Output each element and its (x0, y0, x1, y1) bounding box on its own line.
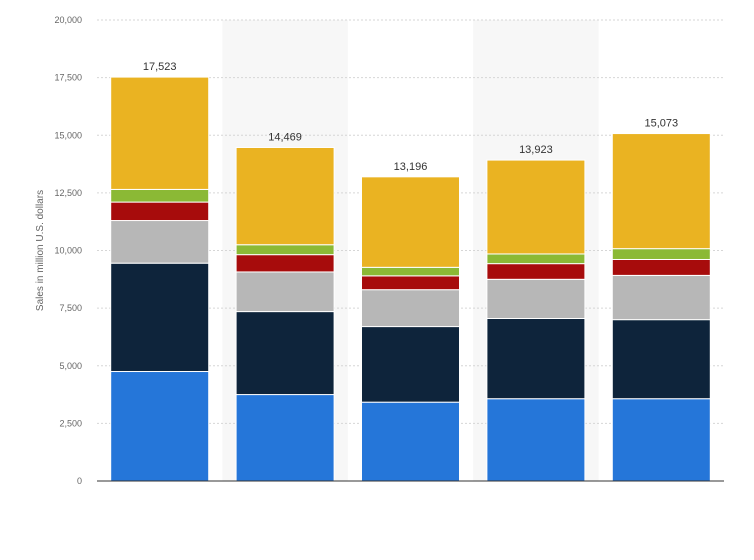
total-labels: 17,523 14,469 13,196 13,923 15,073 (143, 61, 678, 173)
bars (110, 76, 711, 482)
bar-segment-3 (361, 289, 460, 328)
bar-segment-3 (110, 220, 210, 264)
bar-segment-6 (486, 159, 586, 255)
y-tick-label: 17,500 (54, 73, 82, 83)
bar-segment-6 (611, 133, 711, 250)
y-axis-ticks: 0 2,500 5,000 7,500 10,000 12,500 15,000 17,500… (54, 15, 82, 486)
bar-segment-5 (486, 253, 586, 265)
y-tick-label: 5,000 (59, 361, 82, 371)
y-tick-label: 15,000 (54, 130, 82, 140)
bar-segment-1 (235, 394, 335, 482)
bar-segment-3 (611, 274, 711, 321)
bar-total-label: 13,196 (394, 161, 428, 173)
bar-segment-6 (235, 146, 335, 246)
y-tick-label: 2,500 (59, 418, 82, 428)
bar-segment-4 (486, 263, 586, 280)
y-axis-title: Sales in million U.S. dollars (35, 190, 46, 311)
y-tick-label: 0 (77, 476, 82, 486)
bar-segment-5 (235, 244, 335, 256)
y-tick-label: 10,000 (54, 246, 82, 256)
y-tick-label: 7,500 (59, 303, 82, 313)
bar-segment-3 (486, 278, 586, 319)
bar-segment-4 (235, 254, 335, 273)
bar-segment-2 (110, 262, 210, 373)
bar-segment-2 (611, 319, 711, 400)
bar-segment-4 (361, 275, 460, 291)
bar-segment-2 (361, 326, 460, 403)
bar-segment-1 (361, 401, 460, 482)
bar-segment-4 (110, 201, 210, 222)
bar-segment-5 (110, 188, 210, 203)
bar-segment-1 (486, 398, 586, 482)
bar-segment-5 (361, 266, 460, 277)
bar-segment-4 (611, 258, 711, 276)
bar-total-label: 17,523 (143, 61, 177, 73)
y-tick-label: 12,500 (54, 188, 82, 198)
bar-segment-2 (486, 317, 586, 400)
bar-segment-6 (361, 176, 460, 268)
bar-segment-1 (110, 371, 210, 482)
bar-segment-1 (611, 398, 711, 482)
bar-segment-5 (611, 248, 711, 260)
bar-total-label: 13,923 (519, 144, 553, 156)
bar-segment-2 (235, 311, 335, 396)
bar-segment-3 (235, 271, 335, 313)
bar-total-label: 14,469 (268, 131, 302, 143)
bar-segment-6 (110, 76, 210, 190)
y-tick-label: 20,000 (54, 15, 82, 25)
bar-total-label: 15,073 (644, 118, 678, 130)
